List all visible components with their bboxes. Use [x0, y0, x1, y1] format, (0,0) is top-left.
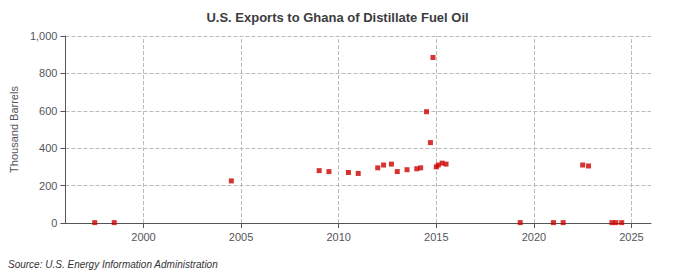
- svg-text:200: 200: [39, 180, 57, 192]
- svg-text:2020: 2020: [522, 231, 546, 243]
- svg-text:800: 800: [39, 67, 57, 79]
- svg-text:400: 400: [39, 142, 57, 154]
- svg-text:0: 0: [51, 217, 57, 229]
- svg-text:U.S. Exports to Ghana of Disti: U.S. Exports to Ghana of Distillate Fuel…: [206, 10, 468, 25]
- svg-text:Thousand Barrels: Thousand Barrels: [8, 86, 20, 173]
- svg-text:Source: U.S. Energy Informatio: Source: U.S. Energy Information Administ…: [8, 259, 218, 270]
- svg-text:2025: 2025: [619, 231, 643, 243]
- svg-text:2010: 2010: [326, 231, 350, 243]
- svg-text:1,000: 1,000: [30, 30, 58, 42]
- svg-text:2015: 2015: [424, 231, 448, 243]
- svg-text:600: 600: [39, 105, 57, 117]
- svg-text:2000: 2000: [131, 231, 155, 243]
- svg-text:2005: 2005: [229, 231, 253, 243]
